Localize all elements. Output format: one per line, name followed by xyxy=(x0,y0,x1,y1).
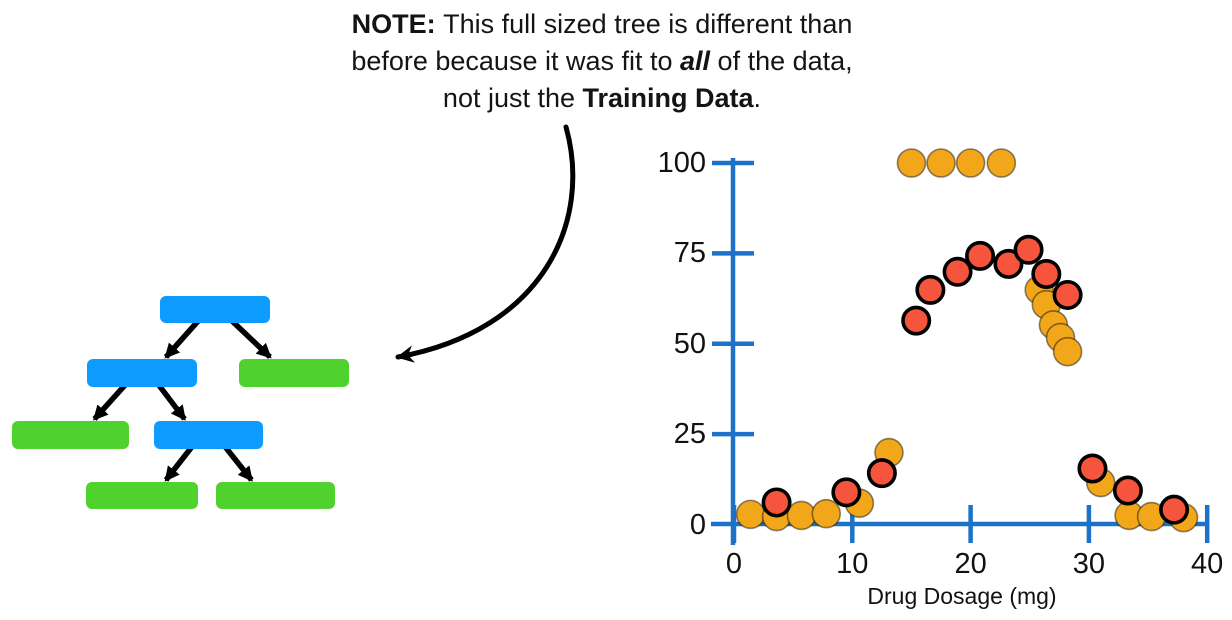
note-line: NOTE: This full sized tree is different … xyxy=(252,6,952,43)
note-segment: before because it was fit to xyxy=(351,46,681,76)
note-line: not just the Training Data. xyxy=(252,80,952,117)
scatter-plot xyxy=(711,148,1210,545)
tree-edge xyxy=(229,318,272,359)
note-segment: not just the xyxy=(442,83,583,113)
tree-edge xyxy=(222,444,254,482)
red-data-point xyxy=(1013,234,1044,265)
note-text: NOTE: This full sized tree is different … xyxy=(252,6,952,117)
orange-data-point xyxy=(786,500,817,531)
red-data-point xyxy=(1031,258,1062,289)
orange-data-point xyxy=(955,148,986,178)
orange-data-point xyxy=(811,498,842,529)
red-data-point xyxy=(915,274,946,305)
note-segment: of the data, xyxy=(710,46,853,76)
tree-node-leaf xyxy=(239,359,349,387)
orange-data-point xyxy=(896,148,927,178)
red-data-point xyxy=(1077,453,1108,484)
tree-node-decision xyxy=(87,359,197,387)
orange-data-point xyxy=(1052,336,1083,367)
red-data-point xyxy=(1159,494,1190,525)
note-line: before because it was fit to all of the … xyxy=(252,43,952,80)
decision-tree xyxy=(12,296,349,509)
note-segment: all xyxy=(680,46,711,76)
y-tick-label: 0 xyxy=(689,508,706,541)
y-tick-label: 50 xyxy=(673,327,706,360)
note-segment: NOTE: xyxy=(351,9,444,39)
tree-node-decision xyxy=(154,421,263,449)
note-pointer-arrow xyxy=(395,124,576,363)
note-segment: Training Data xyxy=(582,83,754,113)
orange-data-point xyxy=(986,148,1017,178)
y-tick-label: 25 xyxy=(673,418,706,451)
tree-node-leaf xyxy=(12,421,129,449)
x-tick-label: 0 xyxy=(725,548,743,580)
tree-node-decision xyxy=(160,296,270,323)
red-data-point xyxy=(942,256,973,287)
red-data-point xyxy=(901,305,932,336)
orange-data-point xyxy=(735,499,766,530)
red-data-point xyxy=(1052,279,1083,310)
tree-edge xyxy=(163,318,202,359)
red-data-point xyxy=(993,248,1024,279)
red-data-point xyxy=(965,240,996,271)
tree-edge xyxy=(163,444,195,482)
orange-data-point xyxy=(926,148,956,178)
tree-node-leaf xyxy=(216,482,335,509)
red-data-point xyxy=(866,458,897,489)
red-data-point xyxy=(761,487,792,518)
note-segment: This full sized tree is different than xyxy=(443,9,853,39)
x-tick-label: 10 xyxy=(836,548,869,580)
x-tick-label: 40 xyxy=(1191,548,1224,580)
x-axis-title: Drug Dosage (mg) xyxy=(867,583,1057,609)
red-data-point xyxy=(1112,475,1143,506)
x-tick-label: 20 xyxy=(954,548,987,580)
tree-edge xyxy=(92,382,129,421)
tree-node-leaf xyxy=(86,482,198,509)
y-tick-label: 100 xyxy=(657,147,706,179)
red-data-point xyxy=(831,477,862,508)
tree-edge xyxy=(155,382,187,421)
note-segment: . xyxy=(753,83,762,113)
x-tick-label: 30 xyxy=(1072,548,1106,580)
y-tick-label: 75 xyxy=(673,237,706,270)
